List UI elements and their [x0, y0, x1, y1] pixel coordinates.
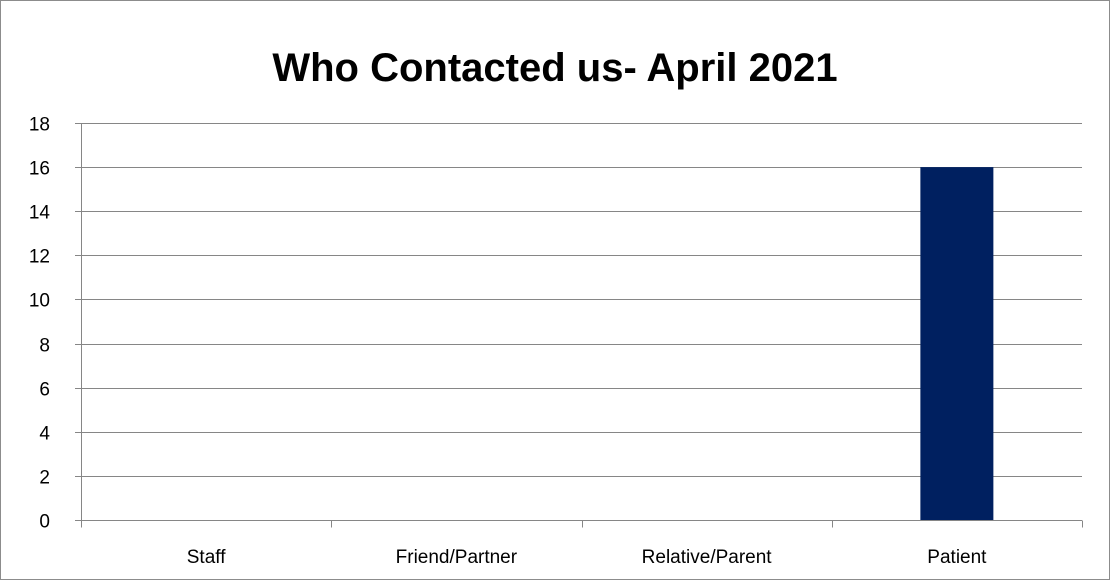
chart-title: Who Contacted us- April 2021 [272, 46, 837, 90]
y-tick-label: 12 [29, 247, 50, 268]
y-tick-label: 0 [39, 512, 50, 533]
gridlines [81, 123, 1082, 477]
bars [920, 167, 994, 520]
x-tick-label: Friend/Partner [396, 547, 518, 568]
y-tick-label: 14 [29, 203, 51, 224]
y-tick-label: 16 [29, 159, 50, 180]
axes [75, 123, 1083, 528]
x-tick-label: Patient [927, 547, 987, 568]
y-tick-label: 10 [29, 291, 50, 312]
y-tick-label: 6 [39, 380, 50, 401]
y-tick-label: 4 [39, 424, 50, 445]
y-tick-label: 18 [29, 115, 50, 136]
x-tick-labels: Staff Friend/Partner Relative/Parent Patien… [187, 547, 987, 568]
bar-patient [920, 167, 994, 520]
x-tick-label: Staff [187, 547, 226, 568]
y-tick-label: 8 [39, 336, 50, 357]
x-tick-label: Relative/Parent [642, 547, 773, 568]
y-tick-labels: 0 2 4 6 8 10 12 14 16 18 [29, 115, 51, 533]
y-tick-label: 2 [39, 468, 50, 489]
